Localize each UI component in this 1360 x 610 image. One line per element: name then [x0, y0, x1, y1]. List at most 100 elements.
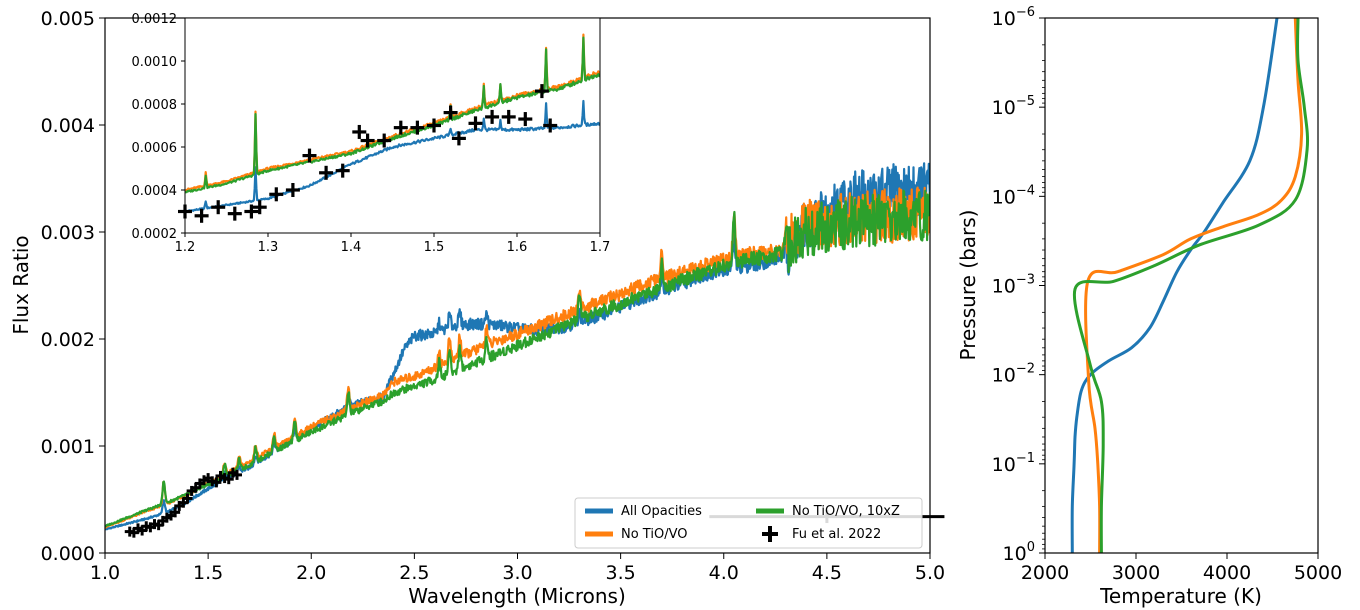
inset-clipped-lines	[185, 33, 600, 213]
inset-panel: 1.2 1.3 1.4 1.5 1.6 1.7 0.00020.00040.00060.0…	[132, 12, 611, 255]
spectrum-data-point	[211, 477, 222, 488]
inset-y-tick-label: 0.0008	[132, 98, 178, 113]
spectrum-x-tick-label: 1.5	[193, 562, 223, 584]
spectrum-y-tick-label: 0.001	[41, 436, 95, 458]
spectrum-x-tick-label: 4.0	[709, 562, 739, 584]
spectrum-x-tick-label: 5.0	[915, 562, 945, 584]
tp-y-tick-label: 10−6	[992, 5, 1035, 30]
spectrum-y-tick-label: 0.005	[41, 8, 95, 30]
tp-x-tick-label: 5000	[1294, 562, 1342, 584]
legend-box	[574, 497, 923, 549]
inset-y-tick-label: 0.0010	[132, 55, 178, 70]
inset-data-point	[485, 109, 500, 124]
inset-data-point	[468, 116, 483, 131]
inset-y-ticks: 0.0002 0.0004 0.0006 0.0008 0.0010 0.0012	[132, 12, 185, 242]
spectrum-y-tick-label: 0.002	[41, 329, 95, 351]
inset-data-point	[335, 163, 350, 178]
tp-x-tick-label: 2000	[1021, 562, 1069, 584]
inset-x-tick-label: 1.7	[590, 240, 611, 255]
spectrum-data-point	[182, 493, 193, 504]
inset-data-point	[501, 109, 516, 124]
inset-data-point	[360, 133, 375, 148]
inset-data-point	[518, 112, 533, 127]
inset-observations-group	[178, 84, 558, 223]
inset-y-tick-label: 0.0006	[132, 141, 178, 156]
inset-x-tick-label: 1.3	[258, 240, 279, 255]
inset-data-point	[393, 120, 408, 135]
inset-x-tick-label: 1.5	[424, 240, 445, 255]
inset-data-point	[377, 133, 392, 148]
inset-x-ticks: 1.2 1.3 1.4 1.5 1.6 1.7	[175, 233, 611, 255]
spectrum-x-tick-label: 4.5	[812, 562, 842, 584]
inset-data-point	[211, 200, 226, 215]
inset-data-point	[352, 124, 367, 139]
spectrum-panel: 1.0 1.5 2.0 2.5 3.0 3.5 4.0 4.5 5.0 0.0000.0010.…	[9, 8, 945, 608]
inset-series-group	[185, 33, 600, 213]
inset-data-point	[194, 208, 209, 223]
tp-series-group	[1070, 17, 1310, 554]
spectrum-y-tick-label: 0.003	[41, 222, 95, 244]
inset-series-all-opacities	[185, 99, 600, 213]
inset-data-point	[443, 105, 458, 120]
legend-label-no-tio-vo-10xz: No TiO/VO, 10xZ	[792, 504, 900, 519]
legend-label-no-tio-vo: No TiO/VO	[621, 527, 687, 542]
inset-data-point	[252, 200, 267, 215]
tp-y-tick-label: 10−4	[992, 183, 1035, 208]
inset-x-tick-label: 1.4	[341, 240, 362, 255]
inset-y-tick-label: 0.0002	[132, 227, 178, 242]
spectrum-y-tick-label: 0.000	[41, 543, 95, 565]
spectrum-data-point	[232, 469, 242, 480]
tp-y-tick-label: 10−2	[992, 362, 1035, 387]
inset-data-point	[244, 204, 259, 219]
spectrum-x-tick-label: 3.0	[502, 562, 532, 584]
inset-data-point	[302, 148, 317, 163]
tp-y-tick-label: 10−5	[992, 94, 1035, 119]
spectrum-x-axis-label: Wavelength (Microns)	[408, 584, 626, 608]
legend-marker-fu-et-al	[762, 526, 778, 542]
inset-y-tick-label: 0.0012	[132, 12, 178, 27]
spectrum-y-axis-label: Flux Ratio	[9, 235, 33, 334]
inset-y-tick-label: 0.0004	[132, 184, 178, 199]
tp-x-tick-label: 4000	[1203, 562, 1251, 584]
tp-series-all-opacities	[1070, 17, 1279, 554]
tp-profile-panel: 2000 3000 4000 5000 100 10−1 10−2 10−3 10−4 10−5…	[956, 5, 1342, 608]
legend-label-fu-et-al: Fu et al. 2022	[792, 527, 881, 542]
inset-data-point	[285, 183, 300, 197]
tp-series-no-tio-vo-10xz	[1072, 17, 1310, 554]
inset-data-point	[269, 187, 284, 202]
spectrum-series-no-tio-vo	[105, 186, 930, 529]
legend: All Opacities No TiO/VO No TiO/VO, 10xZ …	[574, 497, 923, 549]
spectrum-series-no-tio-vo-10xz	[105, 189, 930, 528]
spectrum-data-point	[223, 474, 234, 485]
spectrum-x-tick-label: 3.5	[606, 562, 636, 584]
inset-data-point	[534, 84, 549, 99]
spectrum-series-group	[105, 162, 930, 531]
tp-y-tick-label: 10−1	[992, 451, 1035, 476]
spectrum-x-tick-label: 1.0	[90, 562, 120, 584]
inset-data-point	[410, 120, 425, 135]
tp-x-tick-label: 3000	[1112, 562, 1160, 584]
legend-label-all-opacities: All Opacities	[621, 504, 702, 519]
inset-x-tick-label: 1.2	[175, 240, 196, 255]
spectrum-clipped-lines	[105, 162, 930, 531]
spectrum-y-ticks: 0.000 0.001 0.002 0.003 0.004 0.005	[41, 8, 105, 565]
inset-data-point	[227, 206, 242, 221]
inset-data-point	[543, 118, 558, 133]
tp-y-axis-label: Pressure (bars)	[956, 210, 980, 361]
inset-background	[185, 18, 600, 233]
tp-y-ticks: 100 10−1 10−2 10−3 10−4 10−5 10−6	[992, 5, 1045, 565]
inset-data-point	[319, 165, 334, 180]
spectrum-y-tick-label: 0.004	[41, 115, 95, 137]
spectrum-x-tick-label: 2.0	[296, 562, 326, 584]
spectrum-x-tick-label: 2.5	[399, 562, 429, 584]
tp-x-ticks: 2000 3000 4000 5000	[1021, 553, 1342, 584]
tp-series-no-tio-vo	[1084, 17, 1304, 554]
inset-series-no-tio-vo-10xz	[185, 36, 600, 194]
inset-data-point	[427, 118, 441, 133]
spectrum-data-point	[170, 507, 181, 518]
inset-data-point	[451, 131, 466, 146]
tp-y-tick-label: 10−3	[992, 273, 1035, 298]
inset-plot-frame	[184, 17, 601, 234]
inset-x-tick-label: 1.6	[507, 240, 528, 255]
